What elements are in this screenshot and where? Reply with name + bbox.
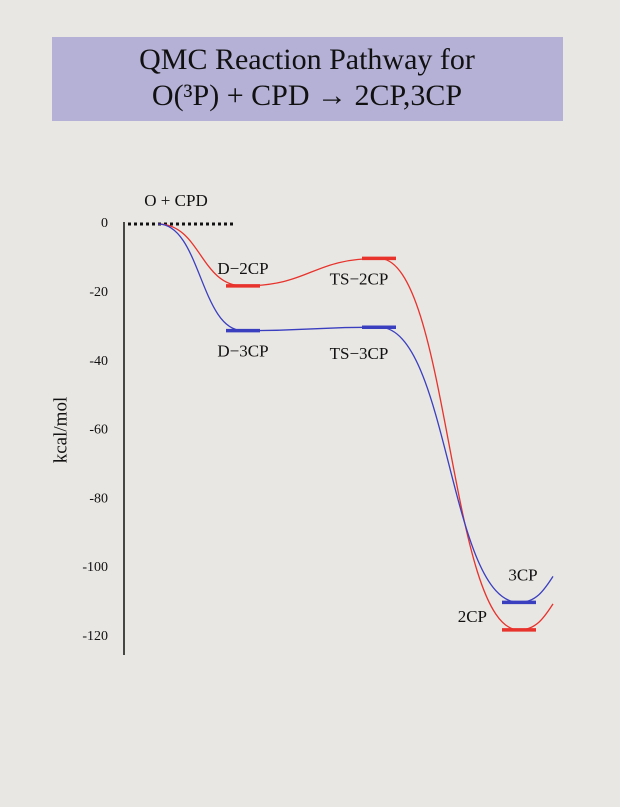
y-tick-label: -120 xyxy=(82,629,108,644)
level-label: TS−3CP xyxy=(330,344,389,363)
level-label: D−2CP xyxy=(217,259,268,278)
title-box xyxy=(52,37,563,121)
level-label: 2CP xyxy=(458,607,487,626)
level-label: D−3CP xyxy=(217,342,268,361)
level-label: TS−2CP xyxy=(330,269,389,288)
level-label: 3CP xyxy=(508,565,537,584)
reactant-label: O + CPD xyxy=(144,191,207,210)
y-tick-label: -100 xyxy=(82,560,108,575)
y-tick-label: -20 xyxy=(89,285,108,300)
y-tick-label: -40 xyxy=(89,354,108,369)
y-axis-label: kcal/mol xyxy=(50,397,71,463)
y-tick-label: 0 xyxy=(101,216,108,231)
chart-title: O(³P) + CPD → 2CP,3CP xyxy=(152,79,462,112)
chart-title: QMC Reaction Pathway for xyxy=(139,43,475,76)
y-tick-label: -80 xyxy=(89,491,108,506)
y-tick-label: -60 xyxy=(89,423,108,438)
